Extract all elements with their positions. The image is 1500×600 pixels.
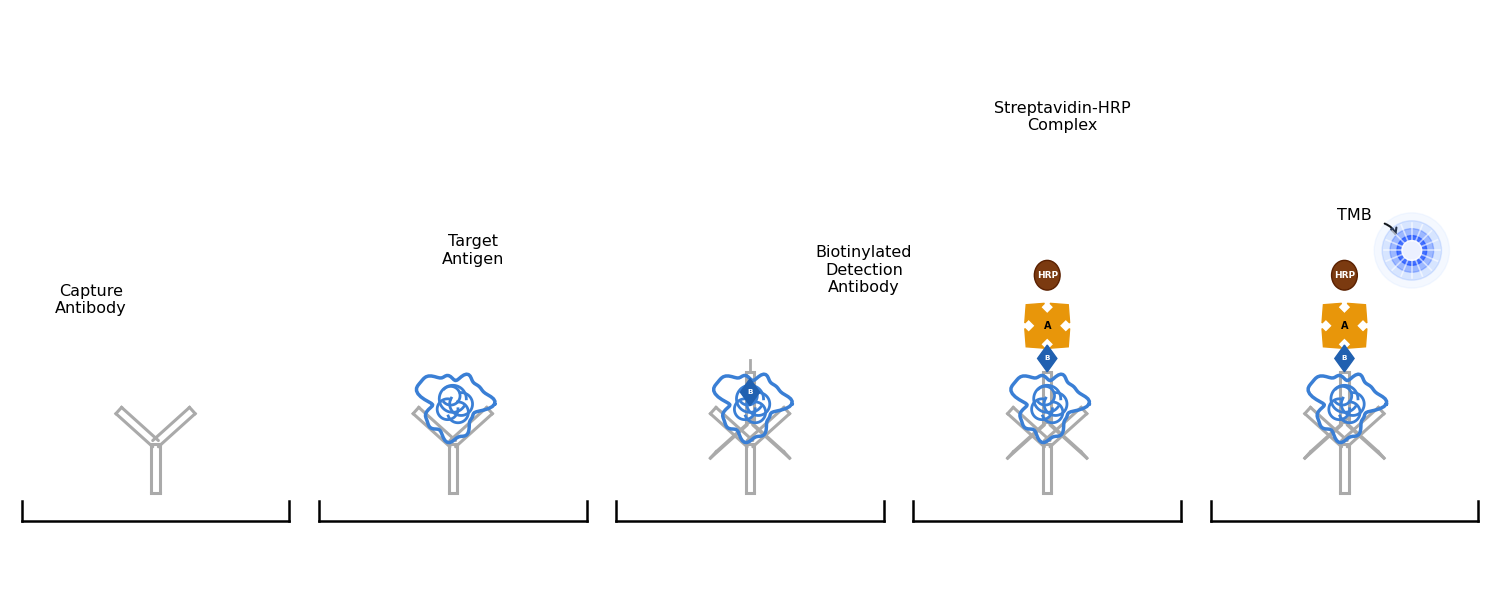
Text: A: A — [1341, 321, 1348, 331]
Circle shape — [1402, 241, 1422, 260]
Circle shape — [1374, 213, 1449, 288]
Text: TMB: TMB — [1336, 208, 1371, 223]
Ellipse shape — [1035, 260, 1060, 290]
Circle shape — [1396, 236, 1426, 265]
Text: B: B — [1044, 355, 1050, 361]
Text: Target
Antigen: Target Antigen — [441, 234, 504, 266]
Polygon shape — [741, 379, 759, 406]
Polygon shape — [1335, 345, 1354, 372]
Polygon shape — [1041, 307, 1066, 332]
Polygon shape — [1041, 320, 1066, 344]
Text: Biotinylated
Detection
Antibody: Biotinylated Detection Antibody — [816, 245, 912, 295]
Polygon shape — [1338, 307, 1364, 332]
Polygon shape — [1029, 307, 1053, 332]
Text: B: B — [1341, 355, 1347, 361]
Polygon shape — [1050, 329, 1070, 348]
Ellipse shape — [1332, 260, 1358, 290]
Text: Capture
Antibody: Capture Antibody — [56, 284, 128, 316]
Polygon shape — [1050, 304, 1070, 323]
Circle shape — [1382, 221, 1442, 280]
Polygon shape — [1326, 320, 1350, 344]
Text: B: B — [747, 389, 753, 395]
Text: HRP: HRP — [1334, 271, 1354, 280]
Polygon shape — [1038, 345, 1058, 372]
Circle shape — [1390, 229, 1434, 272]
Polygon shape — [1338, 320, 1364, 344]
Polygon shape — [1029, 320, 1053, 344]
Text: Streptavidin-HRP
Complex: Streptavidin-HRP Complex — [994, 101, 1131, 133]
Polygon shape — [1326, 307, 1350, 332]
Text: A: A — [1044, 321, 1052, 331]
Polygon shape — [1024, 329, 1044, 348]
Polygon shape — [1347, 329, 1366, 348]
Polygon shape — [1347, 304, 1366, 323]
Text: HRP: HRP — [1036, 271, 1058, 280]
Polygon shape — [1024, 304, 1044, 323]
Polygon shape — [1322, 329, 1341, 348]
Polygon shape — [1322, 304, 1341, 323]
